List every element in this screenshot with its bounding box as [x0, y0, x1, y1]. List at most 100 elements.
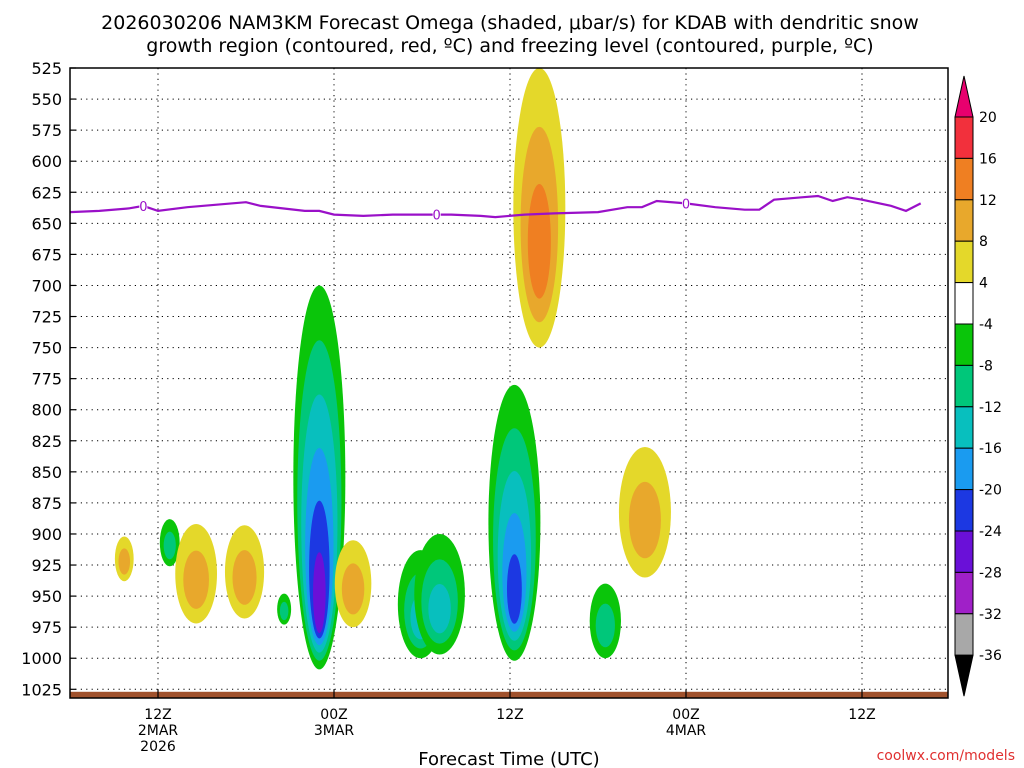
colorbar-label-2: 12 — [979, 193, 997, 209]
colorbar-swatch-6 — [954, 323, 974, 366]
y-tick-label-750: 750 — [31, 339, 62, 358]
x-tick-label-42-0: 00Z — [672, 707, 699, 723]
y-tick-label-825: 825 — [31, 432, 62, 451]
colorbar-arrow-top — [954, 75, 974, 118]
omega-shade-10-12 — [527, 184, 551, 299]
omega-shading — [114, 68, 671, 670]
y-tick-label-850: 850 — [31, 463, 62, 482]
omega-cell-2 — [175, 524, 218, 624]
y-tick-label-625: 625 — [31, 183, 62, 202]
omega-cell-0 — [114, 536, 134, 582]
omega-shade-3-8 — [232, 550, 257, 605]
omega-cell-9 — [488, 384, 541, 661]
colorbar-swatch-1 — [954, 116, 974, 159]
y-tick-label-950: 950 — [31, 587, 62, 606]
freezing-level-label-0: 0 — [139, 200, 147, 215]
colorbar-swatch-2 — [954, 157, 974, 201]
colorbar-swatch-9 — [954, 447, 974, 491]
omega-cell-8 — [414, 533, 465, 655]
omega-shade-9-20 — [506, 554, 522, 624]
y-tick-label-775: 775 — [31, 370, 62, 389]
freezing-label-bg-0 — [139, 198, 148, 213]
colorbar-swatch-7 — [954, 364, 974, 408]
colorbar-label-4: 4 — [979, 276, 988, 292]
omega-cell-4 — [277, 593, 292, 625]
chart-title-line-1: 2026030206 NAM3KM Forecast Omega (shaded… — [101, 12, 919, 34]
freezing-label-bg-2 — [682, 196, 690, 211]
y-tick-label-925: 925 — [31, 556, 62, 575]
freezing-level-label-1: 0 — [433, 209, 441, 224]
omega-cell-12 — [618, 446, 671, 578]
colorbar-label-7: -12 — [979, 400, 1002, 416]
colorbar-label-8: -16 — [979, 441, 1002, 457]
omega-shade-12-8 — [628, 481, 661, 559]
colorbar-swatch-4 — [954, 240, 974, 284]
omega-cell-6 — [334, 540, 372, 628]
colorbar-swatch-3 — [954, 199, 974, 242]
colorbar-label-11: -28 — [979, 565, 1002, 581]
freezing-level-line — [70, 194, 922, 219]
y-tick-label-1025: 1025 — [21, 680, 62, 699]
x-axis-label: Forecast Time (UTC) — [418, 749, 599, 768]
omega-shade-1-8 — [163, 531, 176, 560]
omega-cell-10 — [513, 68, 566, 348]
x-tick-label-42-1: 4MAR — [666, 723, 707, 739]
y-tick-label-875: 875 — [31, 494, 62, 513]
colorbar-swatch-8 — [954, 406, 974, 449]
y-tick-label-725: 725 — [31, 308, 62, 327]
colorbar-label-5: -4 — [979, 317, 993, 333]
terrain-fill — [70, 691, 948, 698]
y-tick-label-525: 525 — [31, 59, 62, 78]
omega-shade-4-8 — [279, 601, 289, 621]
y-tick-label-650: 650 — [31, 214, 62, 233]
freezing-label-bg-1 — [432, 207, 441, 222]
colorbar-swatch-13 — [954, 613, 974, 656]
plot-frame — [69, 67, 949, 699]
colorbar-swatch-11 — [954, 530, 974, 573]
y-tick-label-975: 975 — [31, 618, 62, 637]
y-tick-label-675: 675 — [31, 245, 62, 264]
x-tick-label-30-0: 12Z — [496, 707, 523, 723]
colorbar-label-1: 16 — [979, 151, 997, 167]
colorbar-swatch-12 — [954, 571, 974, 615]
colorbar: 20 16 12 8 4 -4 -8 -12 -16 -20 -24 -28 -32 -36 — [954, 75, 1002, 697]
y-tick-label-900: 900 — [31, 525, 62, 544]
colorbar-label-13: -36 — [979, 648, 1002, 664]
omega-shade-8-12 — [428, 584, 451, 634]
colorbar-arrow-bottom — [954, 654, 974, 697]
colorbar-label-12: -32 — [979, 607, 1002, 623]
x-tick-label-6-2: 2026 — [140, 739, 176, 755]
colorbar-label-9: -20 — [979, 483, 1002, 499]
colorbar-swatch-5 — [954, 282, 974, 325]
y-tick-label-550: 550 — [31, 90, 62, 109]
omega-cell-1 — [159, 519, 180, 567]
chart-title-line-2: growth region (contoured, red, ºC) and f… — [146, 35, 873, 57]
x-tick-label-6-1: 2MAR — [138, 723, 179, 739]
freezing-level-contour: 0 0 0 — [70, 194, 922, 224]
omega-cell-3 — [224, 525, 265, 619]
y-tick-label-1000: 1000 — [21, 649, 62, 668]
x-tick-label-18-0: 00Z — [320, 707, 347, 723]
watermark: coolwx.com/models — [877, 748, 1015, 764]
y-axis-ticks: 525 550 575 600 625 650 675 700 725 750 775 800 825 8… — [21, 59, 76, 699]
y-tick-label-600: 600 — [31, 152, 62, 171]
omega-shade-11-8 — [595, 603, 615, 648]
omega-shade-6-8 — [341, 563, 365, 615]
freezing-level-label-2: 0 — [682, 197, 690, 212]
omega-cell-11 — [589, 583, 621, 659]
x-tick-label-18-1: 3MAR — [314, 723, 355, 739]
y-tick-label-800: 800 — [31, 401, 62, 420]
omega-shade-5-24 — [313, 552, 326, 634]
omega-shade-0-8 — [118, 548, 131, 575]
omega-cell-5 — [293, 285, 346, 670]
y-tick-label-575: 575 — [31, 121, 62, 140]
colorbar-swatch-10 — [954, 489, 974, 532]
omega-shade-2-8 — [183, 550, 209, 609]
terrain-strip — [70, 691, 948, 698]
colorbar-label-3: 8 — [979, 234, 988, 250]
colorbar-label-10: -24 — [979, 524, 1002, 540]
x-tick-label-54-0: 12Z — [848, 707, 875, 723]
colorbar-label-0: 20 — [979, 110, 997, 126]
y-tick-label-700: 700 — [31, 276, 62, 295]
